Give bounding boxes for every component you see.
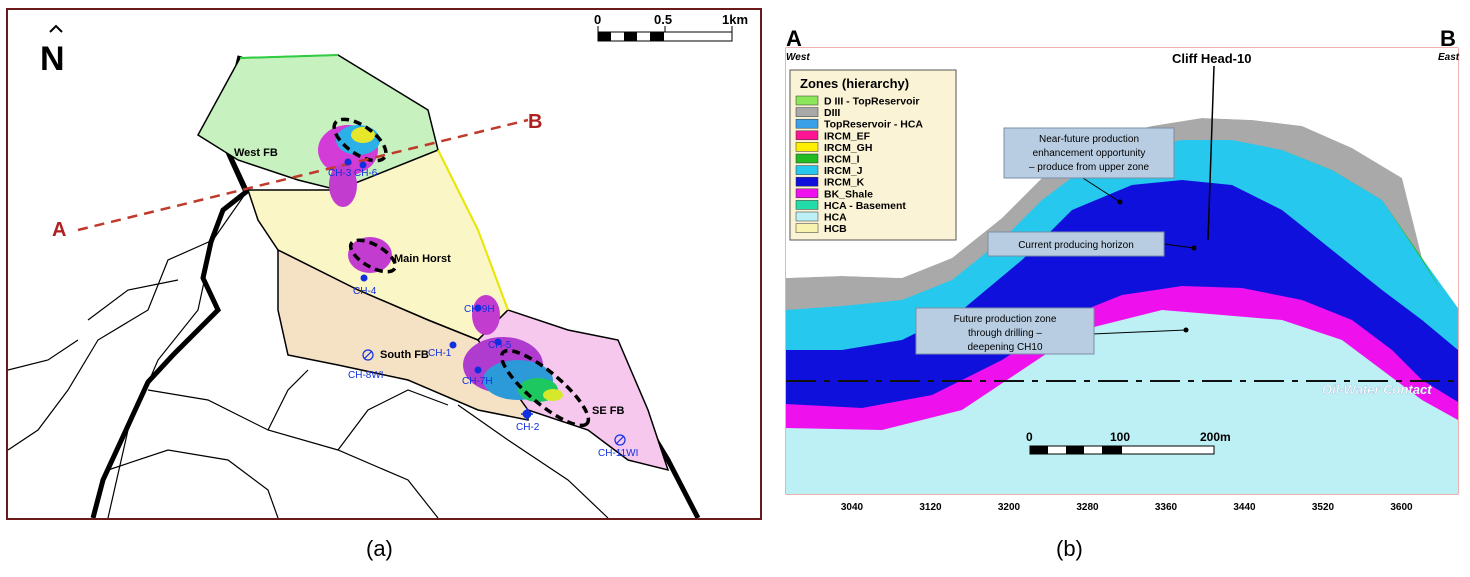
target-outlines — [332, 117, 591, 428]
legend-swatch — [795, 211, 819, 222]
legend-label: IRCM_J — [824, 165, 863, 177]
north-label: N — [40, 40, 65, 78]
section-end-a-sub: West — [786, 52, 810, 63]
legend-label: IRCM_K — [824, 177, 865, 189]
legend-label: D III - TopReservoir — [824, 96, 920, 108]
fb-label-main-horst: Main Horst — [394, 253, 451, 265]
section-end-b: B — [1440, 26, 1456, 51]
well-label: CH-11WI — [598, 448, 638, 459]
legend-label: HCA — [824, 212, 847, 224]
legend-swatch — [795, 188, 819, 199]
legend-label: IRCM_I — [824, 154, 860, 166]
legend-label: IRCM_GH — [824, 142, 872, 154]
well-label: CH-6 — [354, 168, 378, 179]
x-tick-label: 3280 — [1076, 502, 1099, 513]
x-tick-label: 3200 — [998, 502, 1021, 513]
callout-upper-line2: enhancement opportunity — [1033, 148, 1146, 159]
legend-label: HCB — [824, 223, 847, 235]
legend-swatch — [795, 165, 819, 175]
scale-label-1km: 1km — [722, 12, 748, 27]
owc-label: Oil-Water Contact — [1322, 382, 1432, 397]
callout-future-line2: through drilling – — [968, 328, 1042, 339]
legend-swatch — [795, 95, 819, 106]
well-trajectory — [1207, 65, 1215, 241]
legend-swatch — [795, 153, 819, 164]
section-scale-bar: 0 100 200m — [1026, 430, 1231, 455]
well-label: CH-4 — [353, 286, 377, 297]
cross-section: Oil-Water Contact Cliff Head-10 A West B… — [766, 26, 1470, 513]
well-label: CH-9H — [464, 304, 495, 315]
section-scale-0: 0 — [1026, 430, 1033, 444]
map-panel: A B West FB Main Horst South FB SE FB CH… — [6, 8, 762, 520]
x-tick-label: 3600 — [1390, 502, 1413, 513]
section-line-ab — [77, 118, 529, 232]
callout-upper: Near-future production enhancement oppor… — [1003, 127, 1175, 205]
legend-label: TopReservoir - HCA — [824, 119, 923, 131]
fb-label-se: SE FB — [592, 405, 624, 417]
legend-swatch — [795, 107, 819, 117]
scale-label-05: 0.5 — [654, 12, 672, 27]
x-tick-label: 3120 — [919, 502, 942, 513]
legend-label: DIII — [824, 107, 840, 119]
legend-swatch — [795, 200, 819, 210]
section-label-a: A — [52, 219, 66, 241]
fb-label-west: West FB — [234, 147, 278, 159]
legend-label: HCA - Basement — [824, 200, 906, 212]
north-arrow-icon: N — [40, 24, 65, 78]
scale-label-0: 0 — [594, 12, 601, 27]
x-tick-label: 3040 — [841, 502, 864, 513]
callout-future: Future production zone through drilling … — [915, 307, 1189, 355]
x-tick-label: 3360 — [1155, 502, 1178, 513]
legend-swatch — [795, 118, 819, 129]
callout-current-text: Current producing horizon — [1018, 240, 1134, 251]
section-end-a: A — [786, 26, 802, 51]
well-label: CH-1 — [428, 348, 452, 359]
legend-title: Zones (hierarchy) — [800, 76, 909, 91]
x-tick-label: 3520 — [1312, 502, 1335, 513]
caption-a: (a) — [366, 536, 393, 561]
callout-future-line1: Future production zone — [954, 314, 1057, 325]
callout-future-line3: deepening CH10 — [967, 342, 1042, 353]
fb-label-south: South FB — [380, 349, 429, 361]
well-label: CH-3 — [328, 168, 352, 179]
x-tick-label: 3440 — [1233, 502, 1256, 513]
x-axis: 304031203200328033603440352036003680 — [841, 502, 1470, 513]
section-scale-100: 100 — [1110, 430, 1130, 444]
legend-swatch — [795, 130, 819, 141]
legend-label: IRCM_EF — [824, 130, 871, 142]
cross-section-panel: Oil-Water Contact Cliff Head-10 A West B… — [766, 8, 1470, 520]
callout-upper-line3: – produce from upper zone — [1029, 162, 1150, 173]
legend-label: BK_Shale — [824, 188, 873, 200]
section-scale-200m: 200m — [1200, 430, 1231, 444]
field-map: A B West FB Main Horst South FB SE FB CH… — [8, 12, 748, 518]
legend-swatch — [795, 223, 819, 233]
zone-legend: Zones (hierarchy) D III - TopReservoirDI… — [789, 69, 957, 241]
well-label: CH-5 — [488, 340, 512, 351]
section-end-b-sub: East — [1438, 52, 1460, 63]
well-label: CH-8WI — [348, 370, 384, 381]
map-scale-bar: 0 0.5 1km — [594, 12, 748, 42]
caption-b: (b) — [1056, 536, 1083, 561]
well-label: CH-2 — [516, 422, 540, 433]
callout-upper-line1: Near-future production — [1039, 134, 1139, 145]
well-label: CH-7H — [462, 376, 493, 387]
south-fb-block — [277, 248, 529, 421]
section-label-b: B — [528, 111, 542, 133]
well-markers — [344, 158, 532, 419]
legend-swatch — [795, 176, 819, 187]
callout-current: Current producing horizon — [987, 231, 1197, 257]
legend-swatch — [795, 142, 819, 152]
well-title: Cliff Head-10 — [1172, 51, 1251, 66]
